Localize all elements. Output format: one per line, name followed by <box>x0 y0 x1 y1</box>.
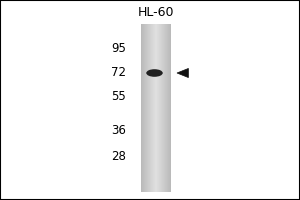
Bar <box>159 24 160 192</box>
Bar <box>158 24 159 192</box>
Bar <box>149 24 150 192</box>
Bar <box>143 24 144 192</box>
Bar <box>166 24 167 192</box>
Bar <box>148 24 149 192</box>
Text: 55: 55 <box>111 90 126 102</box>
Bar <box>144 24 145 192</box>
Text: HL-60: HL-60 <box>138 5 174 19</box>
Bar <box>153 24 154 192</box>
Bar <box>165 24 166 192</box>
Text: 28: 28 <box>111 150 126 164</box>
Bar <box>163 24 164 192</box>
Bar <box>161 24 162 192</box>
Polygon shape <box>177 68 188 78</box>
Text: 72: 72 <box>111 66 126 79</box>
Bar <box>164 24 165 192</box>
Bar <box>154 24 155 192</box>
Bar <box>151 24 152 192</box>
Text: 95: 95 <box>111 42 126 54</box>
Bar <box>152 24 153 192</box>
Bar <box>157 24 158 192</box>
Bar <box>168 24 169 192</box>
Bar <box>160 24 161 192</box>
Bar <box>145 24 146 192</box>
Bar <box>156 24 157 192</box>
Ellipse shape <box>146 69 163 77</box>
Bar <box>142 24 143 192</box>
Bar <box>146 24 147 192</box>
Bar <box>141 24 142 192</box>
Bar <box>162 24 163 192</box>
Bar <box>170 24 171 192</box>
Bar <box>155 24 156 192</box>
Bar <box>169 24 170 192</box>
Text: 36: 36 <box>111 124 126 138</box>
Bar <box>147 24 148 192</box>
Bar <box>167 24 168 192</box>
Bar <box>150 24 151 192</box>
